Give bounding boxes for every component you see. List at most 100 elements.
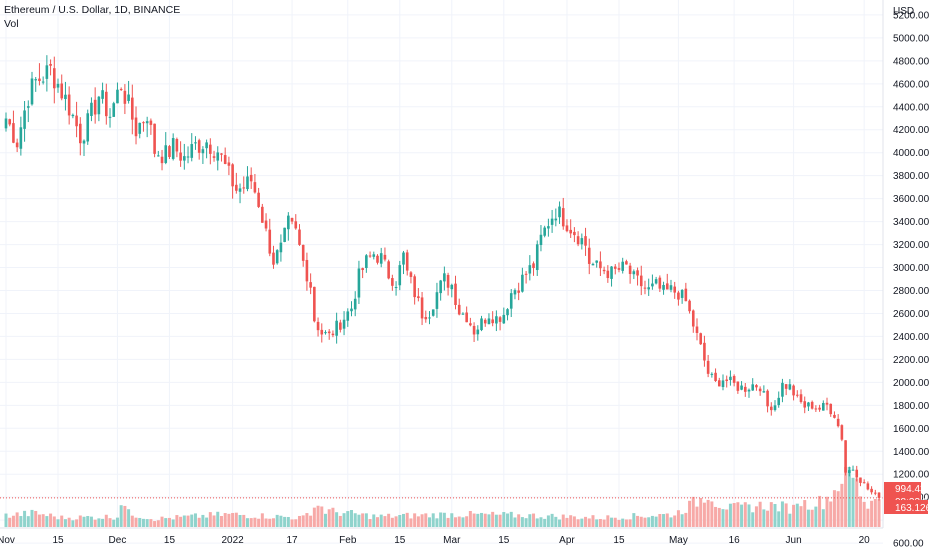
candle: [495, 310, 498, 332]
candle: [197, 138, 201, 160]
candle: [201, 146, 205, 164]
candle: [874, 489, 877, 496]
candle: [450, 283, 454, 298]
volume-bar: [402, 513, 406, 527]
volume-bar: [89, 516, 93, 527]
volume-bar: [747, 504, 751, 527]
candle: [402, 250, 405, 275]
candle: [394, 281, 398, 296]
candle: [613, 264, 617, 275]
candle: [435, 282, 439, 318]
candle: [584, 227, 587, 256]
volume-bar: [829, 501, 833, 527]
volume-bar: [234, 512, 238, 527]
candle: [777, 391, 781, 408]
volume-bar: [654, 516, 658, 527]
candle: [781, 378, 784, 403]
volume-bar: [305, 513, 309, 527]
volume-bar: [688, 500, 692, 527]
volume-bar: [413, 513, 417, 527]
price-axis[interactable]: 600.001000.001200.001400.001600.001800.0…: [893, 10, 930, 549]
volume-bar: [338, 515, 342, 527]
volume-bar: [312, 507, 316, 527]
candle: [859, 477, 862, 487]
volume-bar: [695, 506, 699, 527]
volume-bar: [201, 514, 205, 527]
volume-bar: [728, 503, 732, 527]
volume-bar: [49, 513, 53, 527]
volume-bar: [602, 519, 606, 527]
volume-bar: [93, 519, 97, 527]
candle: [52, 56, 56, 104]
candle: [123, 84, 127, 115]
volume-bar: [231, 512, 235, 527]
volume-bar: [30, 509, 34, 527]
volume-bar: [394, 516, 398, 527]
candle: [264, 213, 268, 232]
volume-bar: [636, 515, 640, 527]
candle: [439, 279, 442, 301]
volume-bar: [353, 513, 357, 527]
volume-bar: [349, 510, 353, 527]
volume-bar: [97, 518, 101, 527]
candle: [539, 225, 543, 252]
volume-bar: [197, 517, 201, 527]
x-tick-label: Nov: [0, 535, 15, 546]
candle: [431, 309, 435, 317]
volume-bar: [706, 499, 710, 527]
candle: [8, 118, 12, 127]
volume-bar: [725, 509, 729, 527]
candle: [409, 271, 413, 284]
candle: [38, 63, 41, 86]
volume-bar: [524, 518, 528, 527]
currency-label: USD: [893, 6, 914, 17]
candle: [342, 311, 346, 336]
volume-bar: [554, 516, 558, 527]
volume-bar: [851, 477, 855, 527]
volume-bar: [732, 503, 736, 527]
candle: [818, 404, 821, 412]
volume-bar: [769, 502, 773, 527]
candle: [836, 414, 840, 428]
candle: [424, 310, 428, 323]
candle: [294, 214, 298, 230]
candle: [324, 330, 327, 335]
candle: [316, 317, 320, 337]
volume-bar: [628, 519, 632, 527]
candle: [90, 97, 93, 122]
candle: [840, 424, 844, 442]
volume-bar: [283, 516, 287, 527]
candle: [194, 136, 197, 150]
candle: [320, 323, 324, 343]
volume-bar: [223, 513, 227, 527]
volume-bar: [182, 515, 186, 527]
candle: [387, 259, 390, 280]
volume-bar: [271, 518, 275, 527]
volume-bar: [591, 515, 595, 527]
candle: [469, 317, 472, 327]
volume-bar: [621, 518, 625, 527]
volume-bar: [855, 478, 859, 527]
volume-bar: [502, 512, 506, 527]
candle: [591, 262, 595, 266]
volume-bar: [216, 511, 220, 527]
volume-label: Vol: [4, 18, 19, 30]
candle: [216, 146, 220, 171]
candle: [93, 87, 97, 124]
candle: [595, 260, 598, 268]
candle: [339, 319, 342, 333]
volume-bar: [379, 514, 383, 527]
y-tick-label: 1200.00: [893, 470, 930, 481]
candle: [825, 397, 829, 411]
time-axis[interactable]: Nov 15 Dec 15 2022 17 Feb 15 Mar 15 Apr 15 May 16 Jun 2…: [0, 535, 870, 546]
volume-bar: [212, 515, 216, 527]
volume-bar: [316, 505, 320, 527]
volume-bar: [323, 513, 327, 527]
volume-bar: [167, 517, 171, 527]
candle: [877, 492, 881, 501]
volume-bar: [108, 518, 112, 527]
y-tick-label: 3800.00: [893, 171, 930, 182]
candle: [691, 309, 695, 333]
candle: [60, 74, 64, 101]
